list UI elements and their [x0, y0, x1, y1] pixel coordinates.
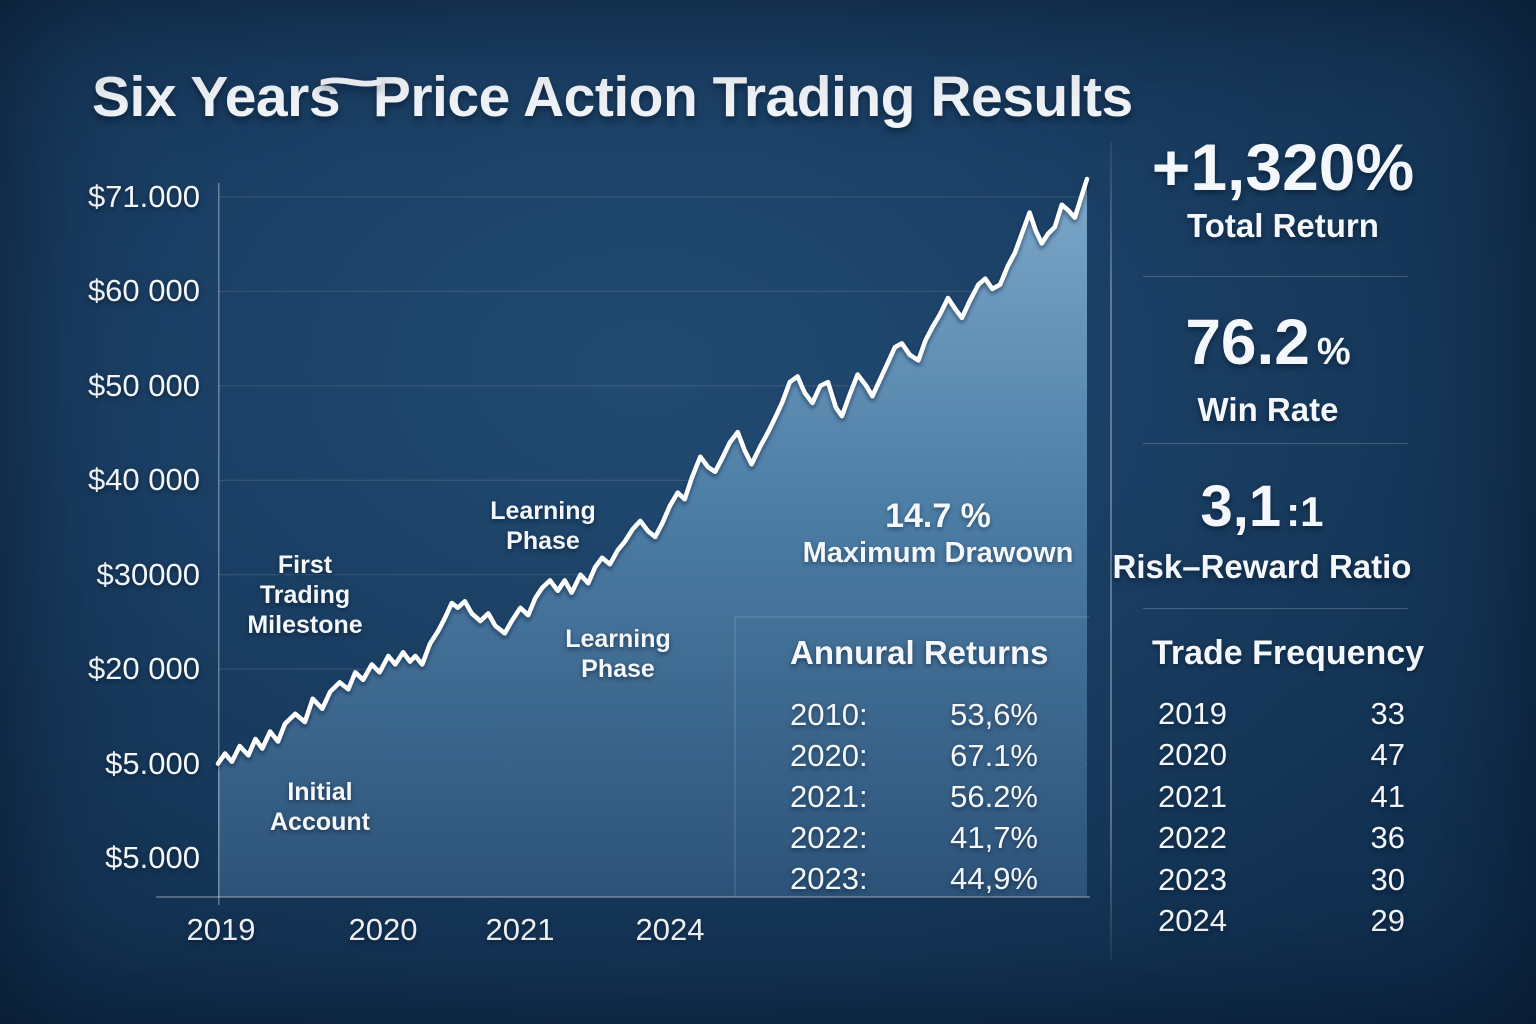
risk-reward-value: 3,1	[1200, 474, 1282, 539]
x-axis-label: 2019	[186, 912, 256, 947]
annual-returns-value: 56.2%	[950, 778, 1038, 814]
stat-total-return: +1,320% Total Return	[1133, 132, 1433, 246]
trade-frequency-count: 30	[1370, 861, 1405, 897]
trade-frequency-count: 47	[1370, 737, 1405, 773]
trade-frequency-year: 2022	[1158, 820, 1227, 856]
title-tilde-swash: ~	[315, 50, 386, 114]
annual-returns-year: 2023:	[790, 860, 868, 896]
trade-frequency-count: 29	[1370, 903, 1405, 939]
trade-frequency-row: 2021 41	[1158, 776, 1405, 818]
y-axis-label: $5.000	[105, 745, 200, 781]
page-title-part1: Six Years	[92, 65, 341, 129]
page-title: Six Years~Price Action Trading Results	[92, 50, 1133, 130]
sidebar-separator-line	[1110, 142, 1112, 960]
annual-returns-year: 2020:	[790, 737, 868, 773]
trade-frequency-year: 2019	[1158, 695, 1227, 731]
y-axis-label: $40 000	[87, 462, 200, 498]
trade-frequency-row: 2020 47	[1158, 735, 1405, 777]
trade-frequency-heading: Trade Frequency	[1152, 634, 1425, 672]
annual-returns-heading: Annural Returns	[790, 634, 1049, 671]
risk-reward-suffix: :1	[1286, 488, 1324, 535]
trade-frequency-count: 41	[1370, 778, 1405, 814]
annotation-learning-phase-1: Learning Phase	[490, 497, 596, 555]
annual-returns-year: 2022:	[790, 819, 868, 855]
equity-area-fill	[218, 179, 1087, 897]
annotation-first-trading-milestone: First Trading Milestone	[247, 551, 363, 639]
trade-frequency-count: 33	[1370, 695, 1405, 731]
risk-reward-label: Risk–Reward Ratio	[1112, 548, 1412, 585]
annual-returns-value: 67.1%	[950, 737, 1038, 773]
max-drawdown-label: Maximum Drawown	[802, 537, 1074, 569]
y-axis-label: $60 000	[87, 273, 200, 309]
trade-frequency-year: 2024	[1158, 903, 1227, 939]
annotation-max-drawdown: 14.7 % Maximum Drawown	[803, 496, 1074, 570]
annual-returns-value: 53,6%	[950, 696, 1038, 732]
annual-returns-value: 41,7%	[950, 819, 1038, 855]
annual-returns-row: 2022: 41,7%	[790, 817, 1038, 858]
win-rate-unit: %	[1316, 331, 1351, 373]
y-axis-label: $20 000	[87, 651, 200, 687]
win-rate-label: Win Rate	[1197, 391, 1339, 428]
trade-frequency-row: 2022 36	[1158, 818, 1405, 860]
stat-win-rate: 76.2% Win Rate	[1118, 308, 1418, 430]
x-axis-label: 2020	[348, 912, 418, 947]
y-axis-label: $30000	[96, 556, 200, 592]
annual-returns-row: 2020: 67.1%	[790, 735, 1038, 776]
y-axis-label: $50 000	[87, 367, 200, 403]
max-drawdown-value: 14.7 %	[885, 497, 991, 535]
x-axis-label: 2021	[485, 912, 555, 947]
stat-risk-reward: 3,1:1 Risk–Reward Ratio	[1112, 476, 1412, 587]
page-title-part2: Price Action Trading Results	[372, 65, 1133, 129]
trade-frequency-row: 2019 33	[1158, 693, 1405, 735]
annual-returns-year: 2010:	[790, 696, 868, 732]
trade-frequency-row: 2023 30	[1158, 859, 1405, 901]
annotation-learning-phase-2: Learning Phase	[565, 625, 671, 683]
annotation-initial-account: Initial Account	[270, 778, 370, 836]
total-return-value: +1,320%	[1151, 130, 1415, 204]
annual-returns-row: 2023: 44,9%	[790, 858, 1038, 899]
annual-returns-row: 2021: 56.2%	[790, 776, 1038, 817]
trade-frequency-count: 36	[1370, 820, 1405, 856]
sidebar-divider	[1143, 443, 1408, 444]
trade-frequency-year: 2021	[1158, 778, 1227, 814]
annual-returns-row: 2010: 53,6%	[790, 694, 1038, 735]
trade-frequency-table: 2019 33 2020 47 2021 41 2022 36 2023 30 …	[1158, 693, 1405, 942]
win-rate-value: 76.2	[1185, 306, 1310, 378]
total-return-label: Total Return	[1187, 207, 1379, 244]
annual-returns-table: 2010: 53,6% 2020: 67.1% 2021: 56.2% 2022…	[790, 694, 1038, 899]
sidebar-divider	[1143, 276, 1408, 277]
equity-curve-chart	[156, 176, 1090, 905]
trade-frequency-year: 2020	[1158, 737, 1227, 773]
annual-returns-value: 44,9%	[950, 860, 1038, 896]
trade-frequency-year: 2023	[1158, 861, 1227, 897]
y-axis-label: $71.000	[87, 179, 200, 214]
trade-frequency-row: 2024 29	[1158, 901, 1405, 943]
annual-returns-year: 2021:	[790, 778, 868, 814]
y-axis-label: $5.000	[105, 840, 200, 875]
x-axis-label: 2024	[635, 912, 705, 947]
sidebar-divider	[1143, 608, 1408, 609]
price-line	[215, 176, 1090, 766]
